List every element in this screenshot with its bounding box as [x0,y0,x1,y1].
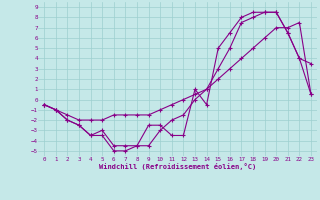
X-axis label: Windchill (Refroidissement éolien,°C): Windchill (Refroidissement éolien,°C) [99,163,256,170]
